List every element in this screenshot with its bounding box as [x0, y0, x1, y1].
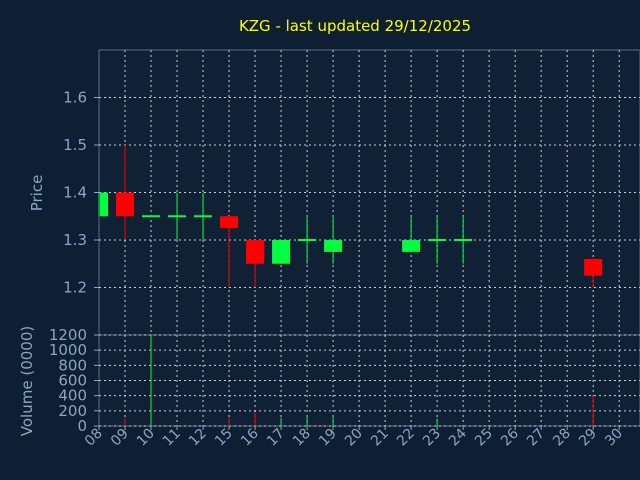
day-tick-label: 17 — [264, 426, 288, 450]
volume-tick-label: 600 — [58, 372, 87, 390]
candles — [98, 145, 603, 288]
day-tick-label: 27 — [524, 426, 548, 450]
price-tick-label: 1.6 — [63, 89, 87, 107]
candle-body — [584, 259, 603, 276]
candle-19 — [324, 216, 343, 264]
candle-body — [402, 240, 421, 252]
candle-17 — [272, 240, 291, 264]
candle-24 — [454, 216, 473, 264]
day-tick-label: 29 — [576, 426, 600, 450]
candle-23 — [428, 216, 447, 264]
candle-11 — [168, 192, 187, 240]
price-tick-label: 1.5 — [63, 136, 87, 154]
candle-15 — [220, 216, 239, 288]
day-tick-label: 18 — [290, 426, 314, 450]
price-tick-label: 1.2 — [63, 279, 87, 297]
candle-body — [272, 240, 291, 264]
day-tick-label: 25 — [472, 426, 496, 450]
day-tick-label: 10 — [134, 426, 158, 450]
volume-tick-label: 0 — [77, 417, 87, 435]
volume-tick-label: 400 — [58, 387, 87, 405]
chart-title: KZG - last updated 29/12/2025 — [239, 17, 471, 35]
day-tick-label: 16 — [238, 425, 262, 449]
candle-09 — [116, 145, 135, 240]
day-tick-label: 20 — [342, 426, 366, 450]
day-tick-label: 24 — [446, 425, 470, 449]
volume-tick-label: 800 — [58, 356, 87, 374]
price-tick-label: 1.4 — [63, 184, 87, 202]
x-axis-label: Day — [334, 460, 362, 476]
grid-lines — [99, 50, 640, 427]
price-tick-label: 1.3 — [63, 231, 87, 249]
volume-tick-label: 200 — [58, 402, 87, 420]
price-axis-label: Price — [28, 175, 46, 212]
volume-bars — [124, 335, 594, 426]
volume-tick-label: 1200 — [49, 326, 87, 344]
candle-body — [116, 192, 135, 217]
volume-tick-label: 1000 — [49, 341, 87, 359]
day-tick-label: 23 — [420, 426, 444, 450]
day-tick-label: 15 — [212, 426, 236, 450]
candle-12 — [194, 192, 213, 240]
day-tick-label: 30 — [602, 426, 626, 450]
candle-18 — [298, 216, 317, 264]
day-tick-label: 28 — [550, 426, 574, 450]
day-tick-label: 26 — [498, 425, 522, 449]
candle-body — [324, 240, 343, 252]
volume-axis-label: Volume (0000) — [18, 326, 36, 436]
day-tick-labels: 08 09 10 11 12 15 16 17 18 19 20 21 22 23 24 25 26 27 28 29… — [82, 425, 626, 449]
candle-body — [246, 240, 265, 264]
day-tick-label: 21 — [368, 426, 392, 450]
day-tick-label: 11 — [160, 426, 184, 450]
candle-08 — [98, 192, 108, 217]
candle-body — [100, 192, 108, 217]
candle-22 — [402, 216, 421, 252]
day-tick-label: 22 — [394, 426, 418, 450]
candle-29 — [584, 259, 603, 288]
day-tick-label: 12 — [186, 426, 210, 450]
day-tick-label: 09 — [108, 426, 132, 450]
candle-body — [220, 216, 239, 229]
day-tick-label: 19 — [316, 426, 340, 450]
price-tick-labels: 1.6 1.5 1.4 1.3 1.2 — [63, 89, 99, 297]
candle-16 — [246, 240, 265, 288]
